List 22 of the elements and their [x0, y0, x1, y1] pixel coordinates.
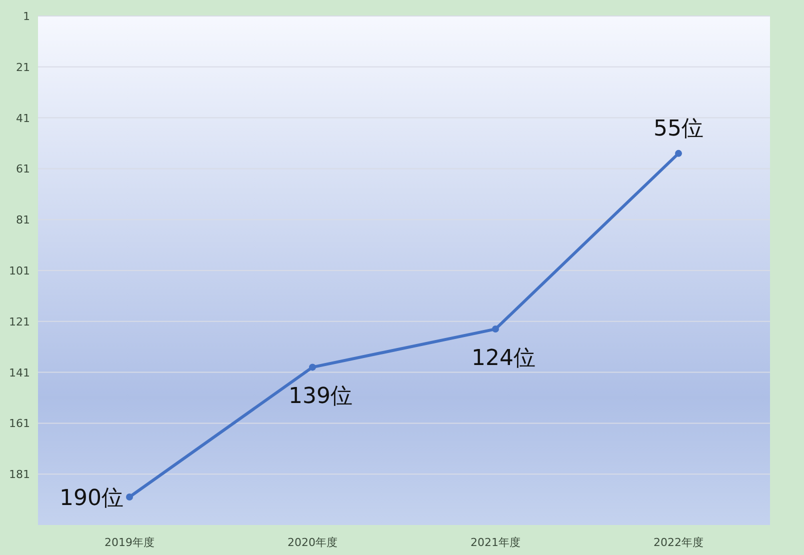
point	[492, 326, 499, 333]
y-tick-label: 21	[16, 60, 30, 74]
y-tick-label: 101	[9, 264, 30, 278]
point	[675, 150, 682, 157]
y-tick-label: 161	[9, 417, 30, 430]
y-tick-label: 121	[9, 315, 30, 328]
data-label: 124位	[472, 346, 536, 372]
point	[126, 494, 133, 501]
y-tick-label: 1	[23, 10, 30, 23]
x-tick-label: 2021年度	[470, 536, 520, 549]
x-tick-label: 2019年度	[104, 536, 154, 549]
data-label: 55位	[654, 116, 704, 142]
y-tick-label: 181	[9, 468, 30, 482]
data-label: 190位	[60, 486, 124, 512]
data-label: 139位	[288, 384, 352, 410]
y-tick-label: 81	[16, 214, 30, 227]
x-tick-label: 2022年度	[654, 536, 704, 549]
x-tick-label: 2020年度	[288, 536, 338, 549]
y-tick-label: 141	[9, 366, 30, 380]
y-tick-label: 61	[16, 162, 30, 176]
y-tick-label: 41	[16, 112, 30, 125]
point	[309, 364, 316, 371]
